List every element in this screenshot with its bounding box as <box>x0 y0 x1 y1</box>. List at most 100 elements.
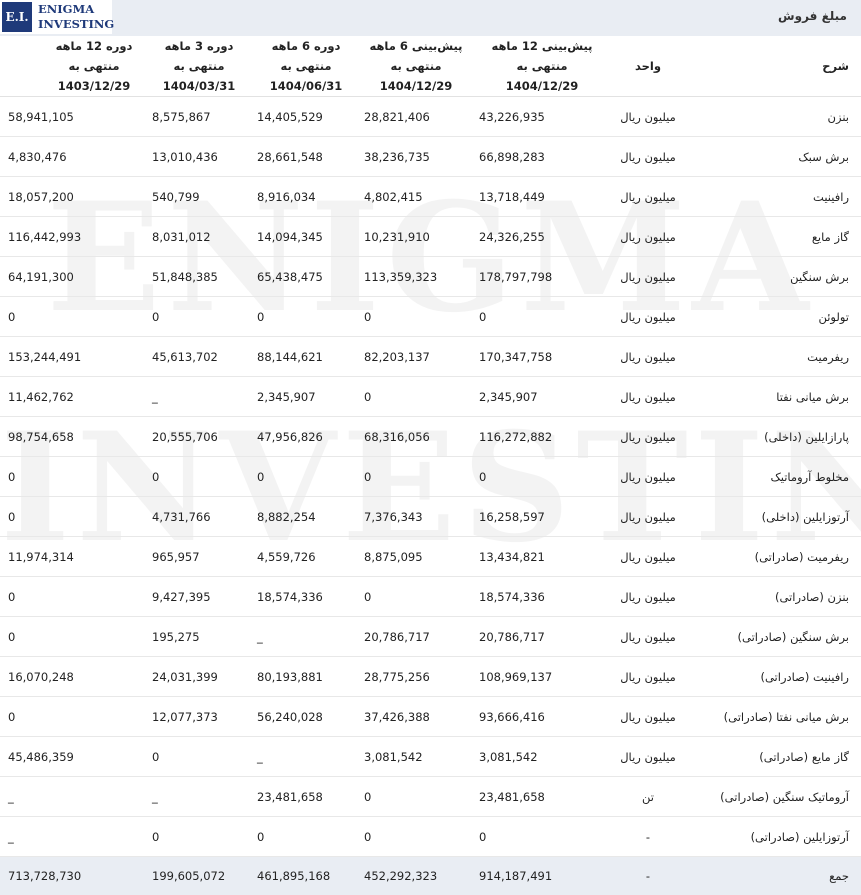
header-period-6-text: دوره 6 ماهه منتهی به 1404/06/31 <box>256 36 356 96</box>
cell-forecast-6: 82,203,137 <box>356 337 471 377</box>
cell-period-3: 20,555,706 <box>144 417 249 457</box>
cell-period-3: 199,605,072 <box>144 857 249 895</box>
cell-period-12: 4,830,476 <box>0 137 144 177</box>
cell-description: گاز مایع <box>693 217 861 257</box>
cell-period-6: 14,094,345 <box>249 217 356 257</box>
cell-unit: میلیون ریال <box>603 657 693 697</box>
cell-period-6: _ <box>249 617 356 657</box>
logo-mark: E.I. <box>2 2 32 32</box>
cell-period-3: 51,848,385 <box>144 257 249 297</box>
cell-description: آروماتیک سنگین (صادراتی) <box>693 777 861 817</box>
cell-period-12: 16,070,248 <box>0 657 144 697</box>
cell-forecast-12: 18,574,336 <box>471 577 603 617</box>
cell-description: آرتوزایلین (صادراتی) <box>693 817 861 857</box>
cell-unit: میلیون ریال <box>603 297 693 337</box>
cell-forecast-12: 0 <box>471 297 603 337</box>
cell-description: رافینیت <box>693 177 861 217</box>
header-period-12-text: دوره 12 ماهه منتهی به 1403/12/29 <box>44 36 144 96</box>
cell-period-3: 965,957 <box>144 537 249 577</box>
cell-unit: میلیون ریال <box>603 457 693 497</box>
cell-period-3: 540,799 <box>144 177 249 217</box>
cell-forecast-12: 170,347,758 <box>471 337 603 377</box>
cell-forecast-12: 93,666,416 <box>471 697 603 737</box>
cell-unit: میلیون ریال <box>603 217 693 257</box>
cell-unit: میلیون ریال <box>603 177 693 217</box>
table-header-row: شرح واحد پیش‌بینی 12 ماهه منتهی به 1404/… <box>0 36 861 97</box>
cell-period-3: 9,427,395 <box>144 577 249 617</box>
cell-forecast-12: 13,718,449 <box>471 177 603 217</box>
cell-unit: میلیون ریال <box>603 417 693 457</box>
cell-period-12: 11,974,314 <box>0 537 144 577</box>
cell-period-6: 8,916,034 <box>249 177 356 217</box>
header-period-12: دوره 12 ماهه منتهی به 1403/12/29 <box>0 36 144 97</box>
cell-forecast-12: 20,786,717 <box>471 617 603 657</box>
cell-period-6: 80,193,881 <box>249 657 356 697</box>
cell-period-12: _ <box>0 777 144 817</box>
cell-description: ریفرمیت (صادراتی) <box>693 537 861 577</box>
cell-forecast-6: 0 <box>356 817 471 857</box>
cell-description: مخلوط آروماتیک <box>693 457 861 497</box>
cell-forecast-12: 178,797,798 <box>471 257 603 297</box>
cell-forecast-12: 13,434,821 <box>471 537 603 577</box>
cell-period-12: 11,462,762 <box>0 377 144 417</box>
cell-period-12: 0 <box>0 697 144 737</box>
cell-period-12: 0 <box>0 457 144 497</box>
cell-period-3: 24,031,399 <box>144 657 249 697</box>
logo-line-1: ENIGMA <box>38 2 114 17</box>
cell-forecast-6: 28,775,256 <box>356 657 471 697</box>
cell-period-6: 0 <box>249 457 356 497</box>
cell-forecast-6: 10,231,910 <box>356 217 471 257</box>
cell-forecast-6: 0 <box>356 457 471 497</box>
header-forecast-12: پیش‌بینی 12 ماهه منتهی به 1404/12/29 <box>471 36 603 97</box>
logo: E.I. ENIGMA INVESTING <box>0 0 112 34</box>
cell-unit: میلیون ریال <box>603 497 693 537</box>
cell-forecast-12: 16,258,597 <box>471 497 603 537</box>
cell-forecast-12: 24,326,255 <box>471 217 603 257</box>
cell-period-3: 8,031,012 <box>144 217 249 257</box>
header-period-3-text: دوره 3 ماهه منتهی به 1404/03/31 <box>149 36 249 96</box>
cell-description: رافینیت (صادراتی) <box>693 657 861 697</box>
title-bar: مبلغ فروش <box>0 0 861 36</box>
cell-forecast-6: 0 <box>356 297 471 337</box>
logo-line-2: INVESTING <box>38 17 114 32</box>
cell-forecast-6: 28,821,406 <box>356 97 471 137</box>
cell-forecast-6: 68,316,056 <box>356 417 471 457</box>
cell-period-6: 14,405,529 <box>249 97 356 137</box>
cell-period-6: 0 <box>249 297 356 337</box>
cell-forecast-12: 23,481,658 <box>471 777 603 817</box>
header-forecast-6-text: پیش‌بینی 6 ماهه منتهی به 1404/12/29 <box>361 36 471 96</box>
cell-period-12: 713,728,730 <box>0 857 144 895</box>
cell-period-3: 8,575,867 <box>144 97 249 137</box>
cell-period-12: 0 <box>0 497 144 537</box>
cell-forecast-6: 113,359,323 <box>356 257 471 297</box>
header-unit: واحد <box>603 36 693 97</box>
cell-period-12: 64,191,300 <box>0 257 144 297</box>
cell-description: بنزن (صادراتی) <box>693 577 861 617</box>
cell-forecast-6: 7,376,343 <box>356 497 471 537</box>
cell-period-3: 195,275 <box>144 617 249 657</box>
cell-unit: میلیون ریال <box>603 537 693 577</box>
cell-period-3: 0 <box>144 737 249 777</box>
cell-period-3: 45,613,702 <box>144 337 249 377</box>
cell-period-12: _ <box>0 817 144 857</box>
cell-period-3: 13,010,436 <box>144 137 249 177</box>
cell-forecast-6: 38,236,735 <box>356 137 471 177</box>
cell-period-6: 8,882,254 <box>249 497 356 537</box>
cell-description: برش میانی نفتا (صادراتی) <box>693 697 861 737</box>
cell-period-6: 65,438,475 <box>249 257 356 297</box>
cell-forecast-6: 3,081,542 <box>356 737 471 777</box>
sales-table: شرح واحد پیش‌بینی 12 ماهه منتهی به 1404/… <box>0 36 861 895</box>
cell-period-3: _ <box>144 377 249 417</box>
cell-description: برش سنگین <box>693 257 861 297</box>
cell-forecast-12: 66,898,283 <box>471 137 603 177</box>
cell-period-3: 4,731,766 <box>144 497 249 537</box>
cell-unit: - <box>603 817 693 857</box>
cell-period-6: 88,144,621 <box>249 337 356 377</box>
